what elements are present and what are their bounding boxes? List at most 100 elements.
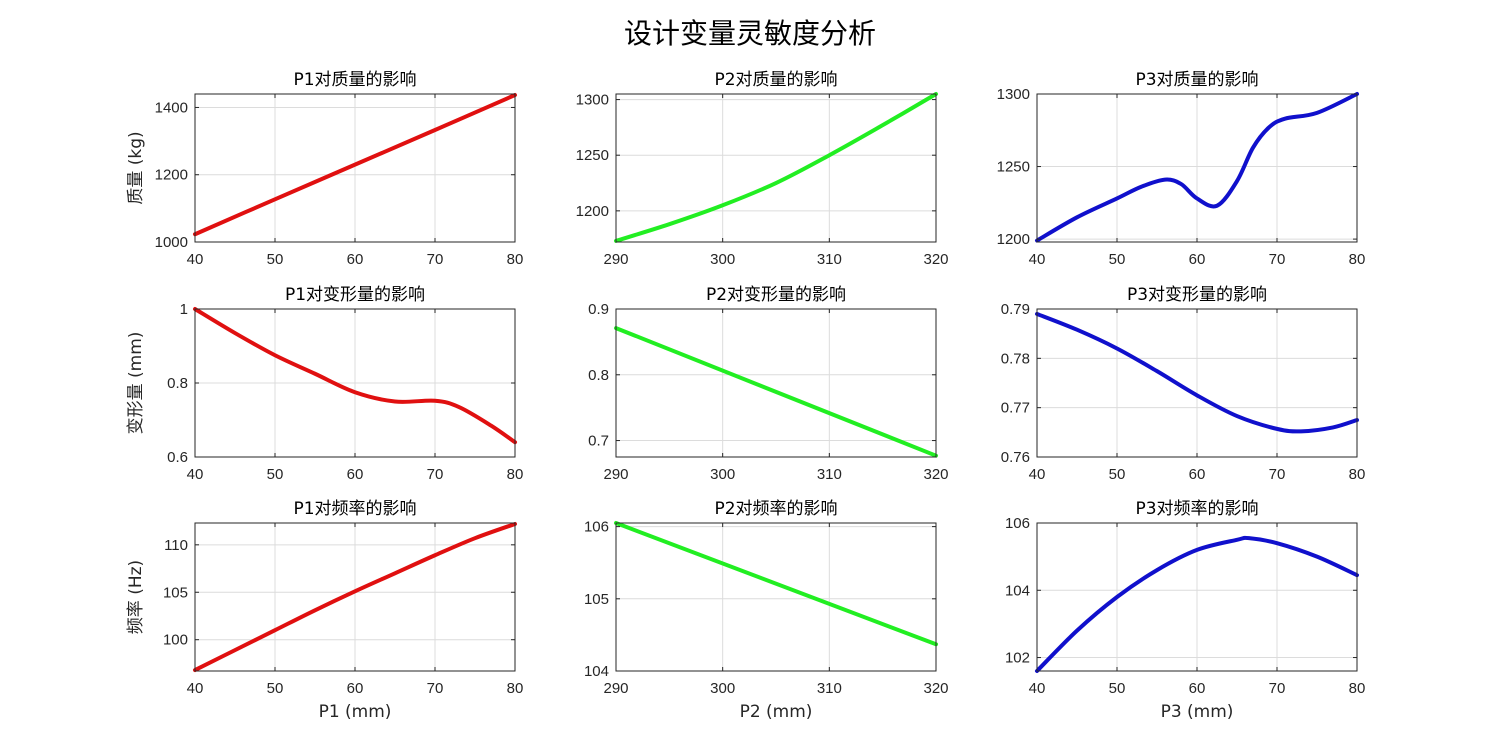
x-tick-label: 50 <box>1109 466 1126 483</box>
figure-title: 设计变量灵敏度分析 <box>623 17 876 50</box>
x-tick-label: 70 <box>1269 251 1286 268</box>
subplot-6: 40 50 60 70 80 0.76 0.77 0.78 0.79 P3对变形量的影响 <box>1001 285 1366 483</box>
y-tick-label: 1000 <box>155 234 188 251</box>
x-tick-label: 50 <box>1109 680 1126 697</box>
series-line <box>614 521 938 647</box>
x-tick-label: 40 <box>187 251 204 268</box>
subplot-3: 40 50 60 70 80 1200 1250 1300 P3对质量的影响 <box>997 70 1366 268</box>
plot-frame <box>615 522 937 672</box>
subplot-title: P3对频率的影响 <box>1135 499 1258 519</box>
x-tick-label: 290 <box>603 680 628 697</box>
subplot-2: 290 300 310 320 1200 1250 1300 P2对质量的影响 <box>576 70 949 268</box>
x-axis-label: P3 (mm) <box>1161 702 1234 722</box>
subplot-8: 290 300 310 320 104 105 106 P2对频率的影响 P2 (mm) <box>584 499 949 722</box>
subplot-title: P1对质量的影响 <box>293 70 416 90</box>
x-tick-label: 80 <box>507 680 524 697</box>
y-tick-label: 104 <box>1005 582 1030 599</box>
x-axis-label: P1 (mm) <box>319 702 392 722</box>
x-tick-label: 300 <box>710 251 735 268</box>
subplot-title: P3对变形量的影响 <box>1127 285 1267 305</box>
subplot-5: 290 300 310 320 0.7 0.8 0.9 P2对变形量的影响 <box>588 285 948 483</box>
series-line <box>193 307 517 445</box>
plot-frame <box>615 308 937 458</box>
x-tick-label: 60 <box>1189 680 1206 697</box>
x-tick-label: 310 <box>817 680 842 697</box>
x-tick-label: 290 <box>603 466 628 483</box>
y-axis-label: 质量 (kg) <box>126 131 146 204</box>
y-tick-label: 106 <box>1005 515 1030 532</box>
x-tick-label: 60 <box>1189 466 1206 483</box>
y-axis-label: 变形量 (mm) <box>126 332 146 435</box>
x-axis-label: P2 (mm) <box>740 702 813 722</box>
series-line <box>1035 535 1359 673</box>
x-tick-label: 60 <box>347 680 364 697</box>
y-tick-label: 100 <box>163 632 188 649</box>
x-tick-label: 300 <box>710 466 735 483</box>
y-tick-label: 0.7 <box>588 433 609 450</box>
x-tick-label: 50 <box>1109 251 1126 268</box>
y-tick-label: 105 <box>584 591 609 608</box>
x-tick-label: 70 <box>427 251 444 268</box>
x-tick-label: 40 <box>187 680 204 697</box>
y-tick-label: 1200 <box>576 203 609 220</box>
y-tick-label: 0.79 <box>1001 301 1030 318</box>
x-tick-label: 40 <box>1029 680 1046 697</box>
y-tick-label: 1250 <box>997 159 1030 176</box>
series-line <box>1035 311 1359 434</box>
y-tick-label: 0.9 <box>588 301 609 318</box>
y-tick-label: 0.78 <box>1001 350 1030 367</box>
subplot-7: 40 50 60 70 80 100 105 110 P1对频率的影响 P1 (mm) 频率 (Hz… <box>126 499 523 722</box>
subplot-title: P1对变形量的影响 <box>285 285 425 305</box>
x-tick-label: 60 <box>1189 251 1206 268</box>
subplot-title: P2对变形量的影响 <box>706 285 846 305</box>
y-tick-label: 0.6 <box>167 449 188 466</box>
x-tick-label: 310 <box>817 251 842 268</box>
x-tick-label: 60 <box>347 466 364 483</box>
subplot-title: P2对质量的影响 <box>714 70 837 90</box>
series-line <box>614 326 938 458</box>
x-tick-label: 50 <box>267 466 284 483</box>
x-tick-label: 70 <box>427 680 444 697</box>
x-tick-label: 60 <box>347 251 364 268</box>
y-tick-label: 104 <box>584 663 609 680</box>
x-tick-label: 320 <box>923 251 948 268</box>
y-tick-label: 1300 <box>997 86 1030 103</box>
x-tick-label: 40 <box>187 466 204 483</box>
plot-frame <box>615 93 937 243</box>
y-tick-label: 1300 <box>576 92 609 109</box>
x-tick-label: 80 <box>1349 680 1366 697</box>
y-tick-label: 0.8 <box>588 367 609 384</box>
x-tick-label: 80 <box>1349 466 1366 483</box>
subplot-title: P2对频率的影响 <box>714 499 837 519</box>
y-tick-label: 1 <box>180 301 188 318</box>
x-tick-label: 40 <box>1029 251 1046 268</box>
x-tick-label: 70 <box>1269 466 1286 483</box>
x-tick-label: 320 <box>923 680 948 697</box>
x-tick-label: 80 <box>507 251 524 268</box>
x-tick-label: 50 <box>267 680 284 697</box>
y-tick-label: 106 <box>584 519 609 536</box>
y-tick-label: 0.76 <box>1001 449 1030 466</box>
x-tick-label: 40 <box>1029 466 1046 483</box>
y-tick-label: 0.77 <box>1001 400 1030 417</box>
subplot-title: P1对频率的影响 <box>293 499 416 519</box>
x-tick-label: 70 <box>1269 680 1286 697</box>
y-tick-label: 105 <box>163 584 188 601</box>
series-line <box>193 521 517 673</box>
y-tick-label: 1200 <box>997 231 1030 248</box>
y-tick-label: 1250 <box>576 147 609 164</box>
y-tick-label: 110 <box>164 537 188 554</box>
series-line <box>193 93 517 237</box>
y-axis-label: 频率 (Hz) <box>126 560 146 634</box>
x-tick-label: 80 <box>507 466 524 483</box>
x-tick-label: 310 <box>817 466 842 483</box>
x-tick-label: 300 <box>710 680 735 697</box>
y-tick-label: 0.8 <box>167 375 188 392</box>
y-tick-label: 1400 <box>155 99 188 116</box>
subplot-9: 40 50 60 70 80 102 104 106 P3对频率的影响 P3 (mm) <box>1005 499 1365 722</box>
x-tick-label: 50 <box>267 251 284 268</box>
x-tick-label: 70 <box>427 466 444 483</box>
